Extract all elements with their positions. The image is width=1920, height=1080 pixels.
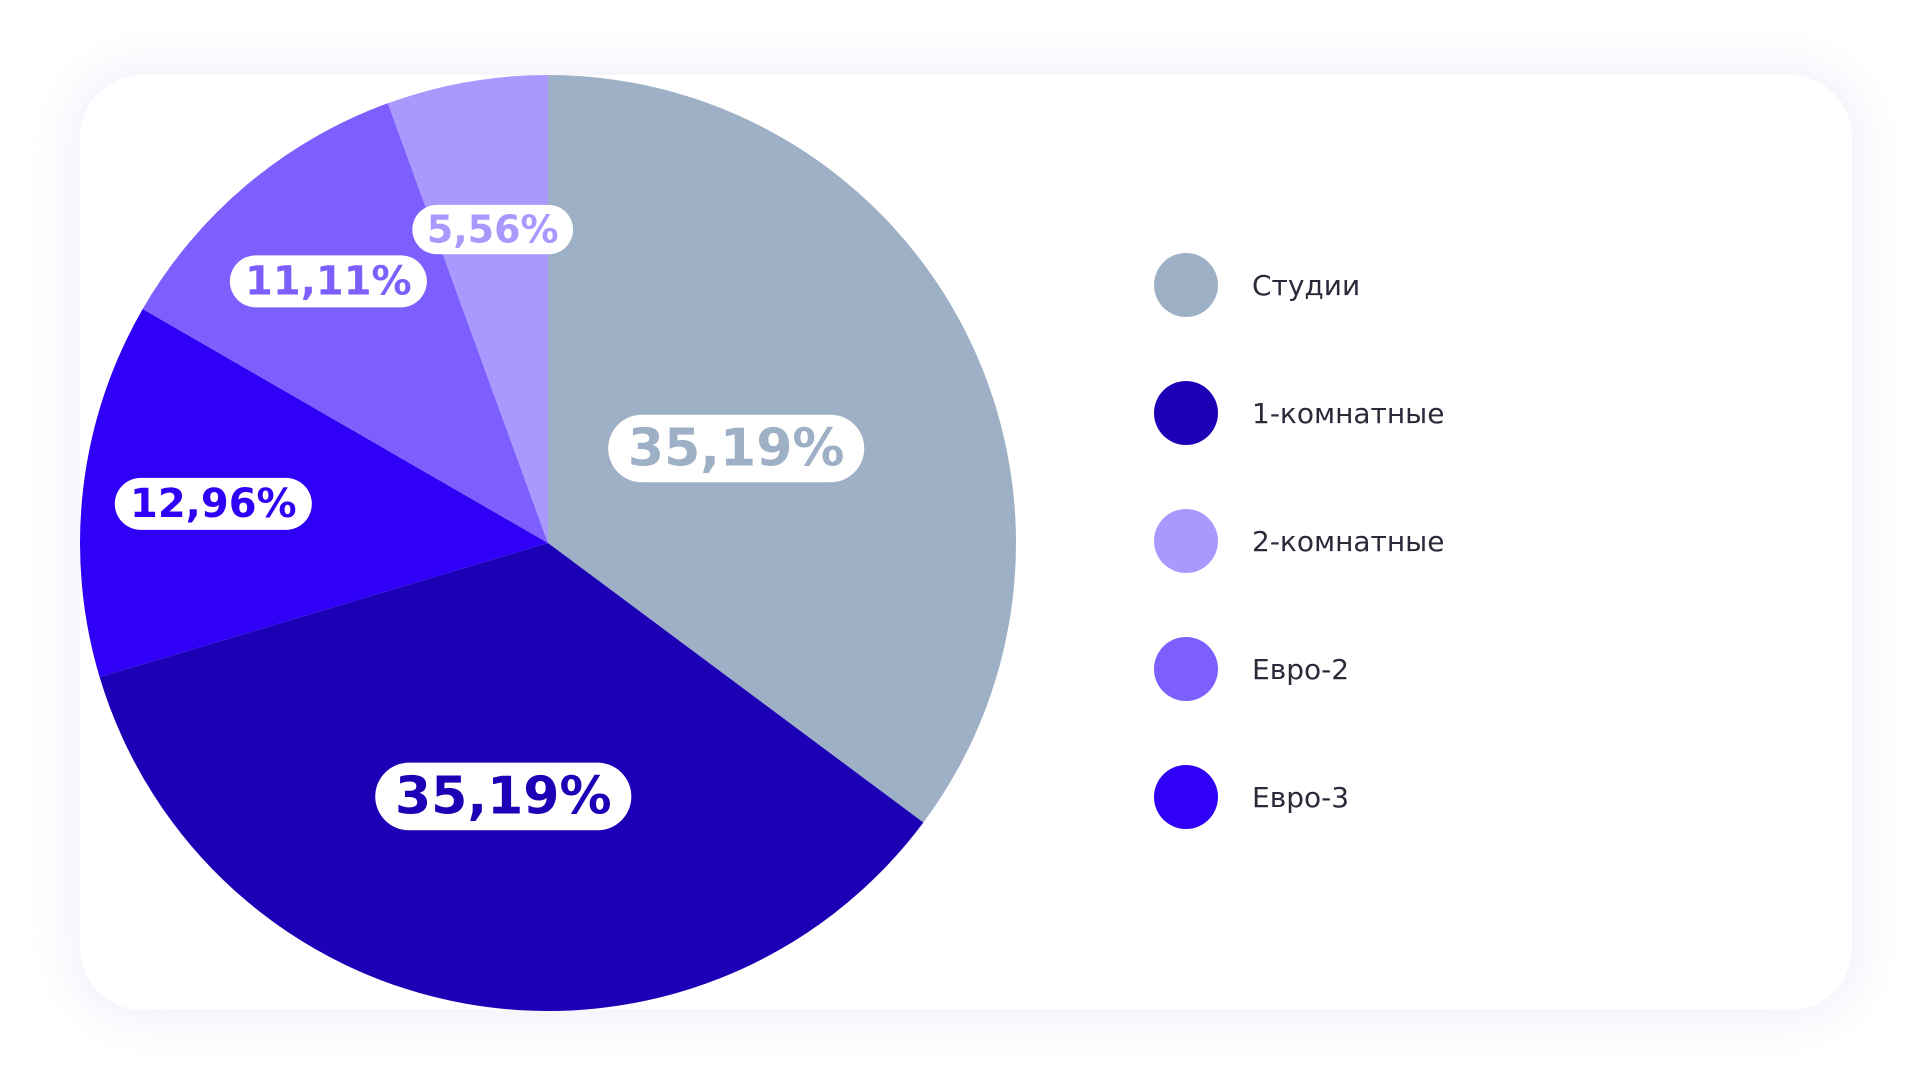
pie-labels: 35,19% 35,19% 12,96% 11,11% 5,56% xyxy=(114,204,865,831)
pie-slice-3 xyxy=(80,309,548,678)
legend-label: 1-комнатные xyxy=(1252,396,1445,430)
pie-slice-value-label: 11,11% xyxy=(245,258,412,304)
legend-swatch xyxy=(1154,509,1218,573)
legend-label: 2-комнатные xyxy=(1252,524,1445,558)
legend-swatch xyxy=(1154,765,1218,829)
pie-slice-value-label: 35,19% xyxy=(395,766,612,826)
legend-swatch xyxy=(1154,253,1218,317)
legend-item-4: Евро-2 xyxy=(1154,637,1445,701)
pie-slice-label-1: 35,19% xyxy=(608,414,865,483)
pie-slice-label-pill xyxy=(412,204,574,255)
pie-slice-value-label: 12,96% xyxy=(130,481,297,527)
pie-slice-value-label: 35,19% xyxy=(628,418,845,478)
pie-slice-4 xyxy=(142,103,548,543)
legend-item-3: 2-комнатные xyxy=(1154,509,1445,573)
legend-item-2: 1-комнатные xyxy=(1154,381,1445,445)
legend-label: Евро-3 xyxy=(1252,780,1350,814)
pie-slice-label-3: 12,96% xyxy=(114,477,312,530)
legend-swatch xyxy=(1154,381,1218,445)
legend-item-1: Студии xyxy=(1154,253,1445,317)
pie-slice-label-pill xyxy=(608,414,865,483)
pie-slice-label-5: 5,56% xyxy=(412,204,574,255)
pie-slice-5 xyxy=(387,75,548,543)
pie-slice-label-pill xyxy=(229,255,427,308)
legend-item-5: Евро-3 xyxy=(1154,765,1445,829)
pie-slice-label-pill xyxy=(114,477,312,530)
chart-legend: Студии 1-комнатные 2-комнатные Евро-2 Евро-3 xyxy=(1154,253,1445,829)
legend-swatch xyxy=(1154,637,1218,701)
pie-slice-label-4: 11,11% xyxy=(229,255,427,308)
pie-slice-value-label: 5,56% xyxy=(427,208,559,252)
pie-slice-label-2: 35,19% xyxy=(375,762,632,831)
legend-label: Студии xyxy=(1252,268,1361,302)
legend-label: Евро-2 xyxy=(1252,652,1350,686)
pie-slice-label-pill xyxy=(375,762,632,831)
